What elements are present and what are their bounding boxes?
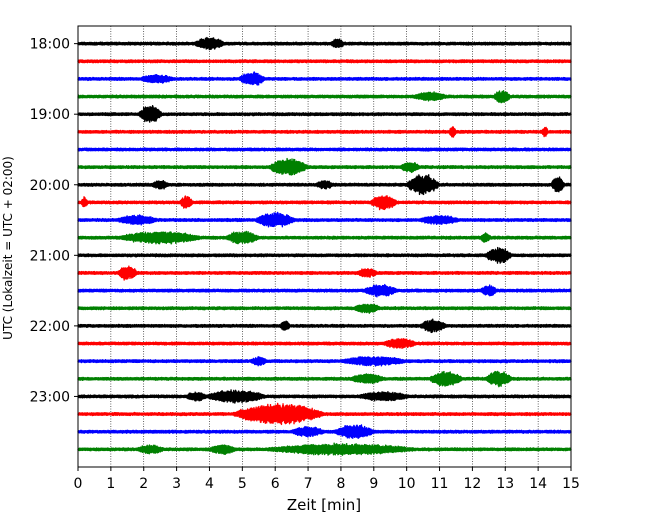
y-tick-label: 23:00 [30,389,70,405]
x-tick-label: 9 [369,476,378,492]
y-tick-label: 18:00 [30,37,70,53]
seismic-trace [77,370,572,388]
seismic-trace [77,424,572,439]
x-tick-label: 2 [139,476,148,492]
seismic-trace [77,318,572,334]
seismic-trace [77,303,572,314]
seismic-trace [77,283,572,298]
seismic-trace [77,402,572,426]
y-tick-label: 19:00 [30,107,70,123]
seismic-trace [77,157,572,176]
seismic-trace [77,442,572,456]
x-tick-label: 7 [304,476,313,492]
x-tick-label: 4 [205,476,214,492]
x-axis-label: Zeit [min] [287,496,361,514]
trace-layer [77,36,572,456]
seismic-trace [77,246,572,264]
x-tick-label: 13 [496,476,514,492]
y-tick-label: 22:00 [30,319,70,335]
x-tick-label: 3 [172,476,181,492]
x-tick-label: 14 [529,476,547,492]
y-axis-label: UTC (Lokalzeit = UTC + 02:00) [1,156,15,340]
x-tick-label: 0 [74,476,83,492]
x-tick-label: 5 [238,476,247,492]
x-tick-label: 8 [336,476,345,492]
y-tick-label: 21:00 [30,248,70,264]
seismic-trace [77,126,572,138]
seismic-trace [77,389,572,404]
y-tick-label: 20:00 [30,178,70,194]
seismic-trace [77,265,572,281]
seismic-trace [77,59,572,64]
vertical-grid [110,26,539,467]
seismic-trace [77,195,572,211]
y-axis-ticks: 18:00 19:00 20:00 21:00 22:00 23:00 [30,37,78,405]
x-tick-label: 15 [562,476,580,492]
seismic-trace [77,211,572,228]
seismic-trace [77,90,572,104]
x-tick-label: 12 [463,476,481,492]
x-tick-label: 1 [106,476,115,492]
seismic-trace [77,105,572,123]
seismic-trace [77,174,572,196]
x-tick-label: 10 [398,476,416,492]
seismic-trace [77,71,572,86]
x-tick-label: 6 [271,476,280,492]
plot-frame [77,25,572,468]
seismic-trace [77,356,572,367]
seismic-trace [77,230,572,245]
seismic-trace [77,338,572,350]
seismic-trace [77,147,572,152]
x-tick-label: 11 [431,476,449,492]
seismic-trace [77,36,572,51]
x-axis-ticks: 0 1 2 3 4 5 6 7 8 9 10 11 12 13 14 15 [74,467,580,492]
